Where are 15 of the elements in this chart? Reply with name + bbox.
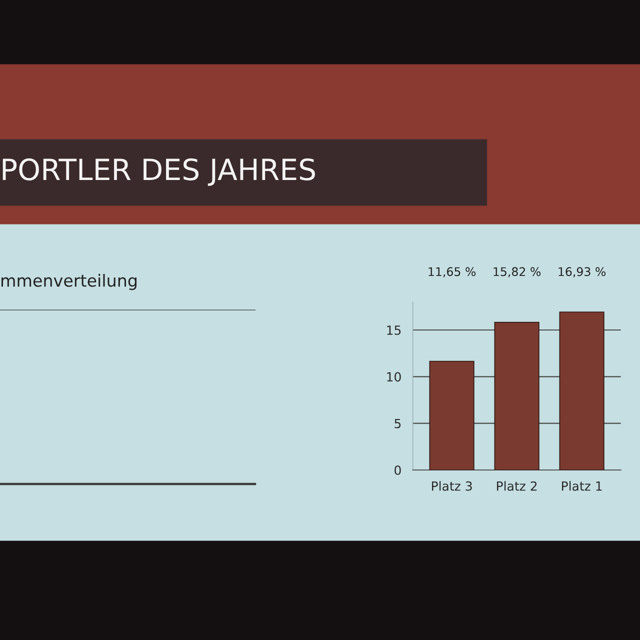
data-label: 11,65 %: [428, 267, 476, 278]
bar: [429, 360, 474, 470]
y-tick-label: 5: [394, 418, 401, 428]
bar: [559, 312, 604, 470]
x-tick-label: Platz 1: [562, 481, 602, 491]
y-tick-label: 0: [394, 465, 401, 475]
x-tick-label: Platz 3: [432, 481, 472, 491]
x-tick-label: Platz 2: [497, 481, 537, 491]
text: mmenverteilung: [2, 274, 136, 290]
data-label: 16,93 %: [558, 267, 606, 278]
y-tick-label: 10: [387, 372, 401, 382]
data-label: 15,82 %: [494, 267, 541, 278]
text: PORTLER DES JAHRES: [2, 158, 315, 186]
bar: [494, 322, 540, 470]
y-tick-label: 15: [387, 326, 401, 335]
